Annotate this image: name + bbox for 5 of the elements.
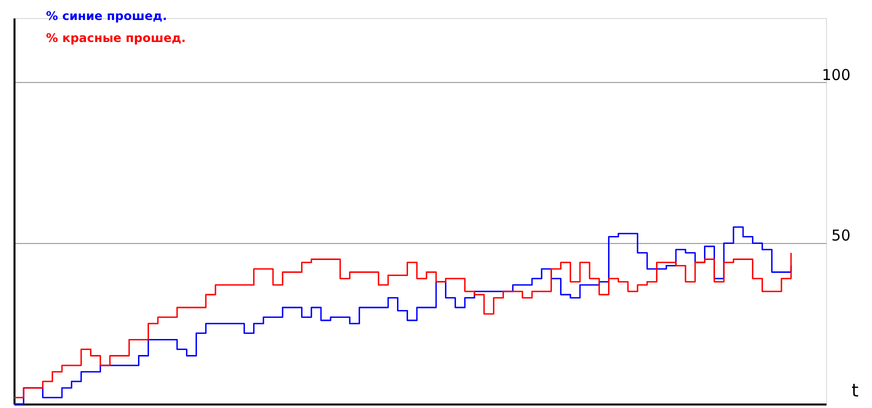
y-tick-label: 100 [822,66,850,84]
y-tick-label: 50 [831,226,850,245]
text: % красные прошед. [46,31,186,45]
x-axis-title: t [851,380,858,402]
text: % синие прошед. [46,9,167,23]
